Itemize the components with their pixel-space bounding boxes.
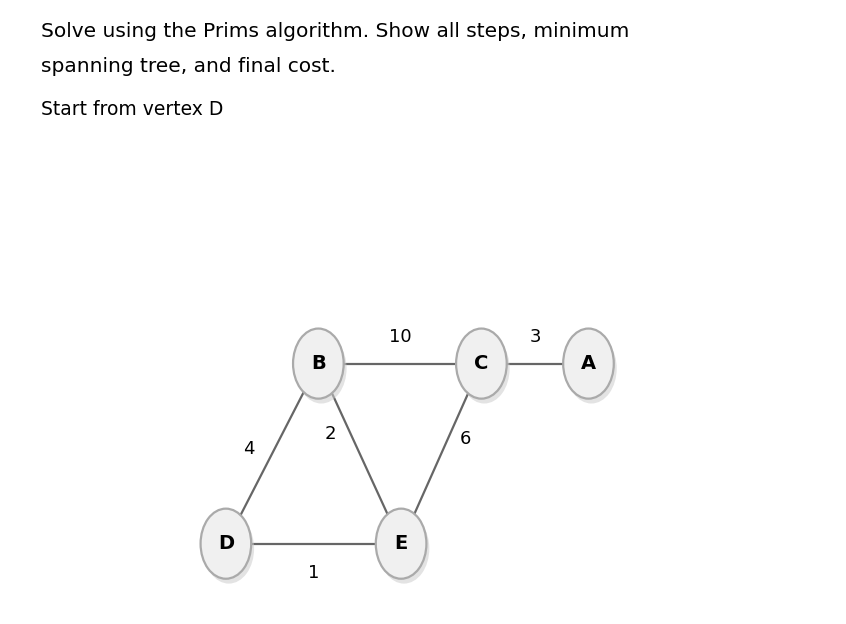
Ellipse shape: [204, 514, 254, 583]
Ellipse shape: [379, 514, 429, 583]
Ellipse shape: [456, 329, 507, 399]
Text: 6: 6: [460, 430, 471, 448]
Ellipse shape: [296, 333, 347, 404]
Text: A: A: [581, 354, 596, 373]
Text: 4: 4: [243, 440, 255, 458]
Ellipse shape: [459, 333, 509, 404]
Text: Solve using the Prims algorithm. Show all steps, minimum: Solve using the Prims algorithm. Show al…: [41, 22, 629, 41]
Text: B: B: [311, 354, 326, 373]
Text: spanning tree, and final cost.: spanning tree, and final cost.: [41, 57, 336, 76]
Ellipse shape: [201, 509, 251, 578]
Text: C: C: [475, 354, 489, 373]
Text: E: E: [394, 534, 408, 553]
Text: 1: 1: [308, 564, 319, 582]
Text: D: D: [217, 534, 234, 553]
Ellipse shape: [563, 329, 614, 399]
Text: 2: 2: [325, 425, 336, 443]
Ellipse shape: [566, 333, 617, 404]
Text: 3: 3: [530, 328, 541, 346]
Text: 10: 10: [388, 328, 411, 346]
Text: Start from vertex D: Start from vertex D: [41, 100, 223, 119]
Ellipse shape: [293, 329, 343, 399]
Ellipse shape: [376, 509, 426, 578]
